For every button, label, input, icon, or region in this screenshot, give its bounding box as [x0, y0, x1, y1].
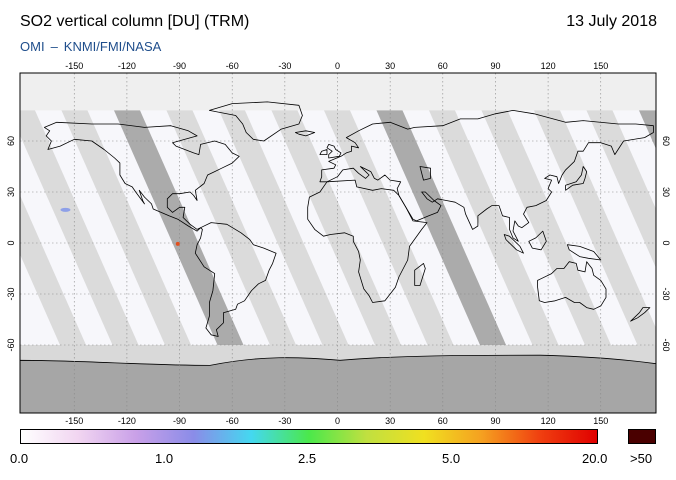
- so2-hotspot-2: [175, 241, 180, 246]
- lat-label-right: 60: [661, 136, 671, 146]
- lon-label-top: 30: [385, 61, 395, 71]
- lon-label-top: 120: [541, 61, 556, 71]
- lon-label-top: -150: [65, 61, 83, 71]
- lon-label-top: -90: [173, 61, 186, 71]
- lat-label-left: -60: [6, 338, 16, 351]
- coast-great-britain: [326, 144, 342, 159]
- coast-africa: [307, 179, 428, 303]
- colorbar-label-2: 2.5: [298, 451, 317, 466]
- orbit-swath: [150, 73, 326, 413]
- lon-label-bottom: 0: [335, 416, 340, 426]
- so2-hotspot-1: [60, 207, 71, 212]
- lon-label-top: -60: [226, 61, 239, 71]
- coast-borneo: [528, 230, 547, 251]
- coast-sumatra: [503, 234, 524, 254]
- lon-label-bottom: -150: [65, 416, 83, 426]
- colorbar-label-0: 0.0: [10, 451, 29, 466]
- lat-label-left: 0: [6, 240, 16, 245]
- lat-label-left: -30: [6, 287, 16, 300]
- credit-separator: –: [50, 39, 58, 54]
- colorbar-overflow-label: >50: [630, 451, 653, 466]
- coast-australia: [537, 261, 607, 310]
- lon-label-bottom: 120: [541, 416, 556, 426]
- credit-instrument: OMI: [20, 39, 45, 54]
- lon-label-bottom: 60: [438, 416, 448, 426]
- lat-label-right: -60: [661, 338, 671, 351]
- lon-label-top: 60: [438, 61, 448, 71]
- polar-caps: [20, 73, 656, 413]
- lon-label-top: 90: [490, 61, 500, 71]
- coast-new-zealand: [630, 307, 651, 322]
- lon-label-bottom: -120: [118, 416, 136, 426]
- lat-label-right: 30: [661, 187, 671, 197]
- orbit-swath: [97, 73, 274, 413]
- colorbar: [20, 429, 598, 444]
- chart-title: SO2 vertical column [DU] (TRM): [20, 13, 250, 30]
- coast-japan: [565, 166, 588, 191]
- bottom-lon-labels: -150 -120 -90 -60 -30 0 30 60 90 120 150: [65, 416, 608, 426]
- lat-label-left: 30: [6, 187, 16, 197]
- top-lon-labels: -150 -120 -90 -60 -30 0 30 60 90 120 150: [65, 61, 608, 71]
- lat-label-left: 60: [6, 136, 16, 146]
- coast-new-guinea: [567, 244, 602, 261]
- coast-eurasia: [319, 110, 654, 242]
- coast-iceland: [295, 130, 316, 137]
- orbit-swath: [255, 73, 431, 413]
- right-lat-labels: 60 30 0 -30 -60: [661, 136, 671, 352]
- lon-label-top: -30: [278, 61, 291, 71]
- coast-greenland: [209, 101, 303, 142]
- orbit-swath: [202, 73, 379, 413]
- colorbar-label-4: 20.0: [582, 451, 608, 466]
- map-frame: [19, 72, 657, 414]
- orbit-swath: [517, 73, 656, 387]
- lat-label-right: 0: [661, 240, 671, 245]
- coast-south-america: [194, 222, 277, 337]
- lon-label-bottom: 30: [385, 416, 395, 426]
- lon-label-bottom: 150: [593, 416, 608, 426]
- lon-label-bottom: 90: [490, 416, 500, 426]
- credit-institutions: KNMI/FMI/NASA: [63, 39, 162, 54]
- lat-label-right: -30: [661, 287, 671, 300]
- colorbar-label-3: 5.0: [442, 451, 461, 466]
- lon-label-bottom: -60: [226, 416, 239, 426]
- coastlines: [44, 101, 654, 337]
- orbit-swath: [307, 73, 484, 413]
- coast-caspian-sea: [419, 166, 431, 181]
- coast-north-america: [44, 121, 240, 232]
- lon-label-bottom: -90: [173, 416, 186, 426]
- lon-label-top: 0: [335, 61, 340, 71]
- antarctica: [20, 354, 656, 413]
- coast-madagascar: [414, 263, 426, 286]
- credit-line: OMI – KNMI/FMI/NASA: [20, 39, 161, 54]
- coast-ireland: [319, 149, 328, 155]
- orbit-swath: [20, 76, 169, 413]
- lon-label-bottom: -30: [278, 416, 291, 426]
- date-label: 13 July 2018: [566, 13, 657, 30]
- so2-hotspots: [60, 207, 180, 246]
- lon-label-top: -120: [118, 61, 136, 71]
- colorbar-label-1: 1.0: [155, 451, 174, 466]
- colorbar-overflow-swatch: [628, 429, 656, 444]
- arctic-region: [20, 73, 656, 111]
- left-lat-labels: 60 30 0 -30 -60: [6, 136, 16, 352]
- lon-label-top: 150: [593, 61, 608, 71]
- lat-lon-grid: [20, 73, 656, 413]
